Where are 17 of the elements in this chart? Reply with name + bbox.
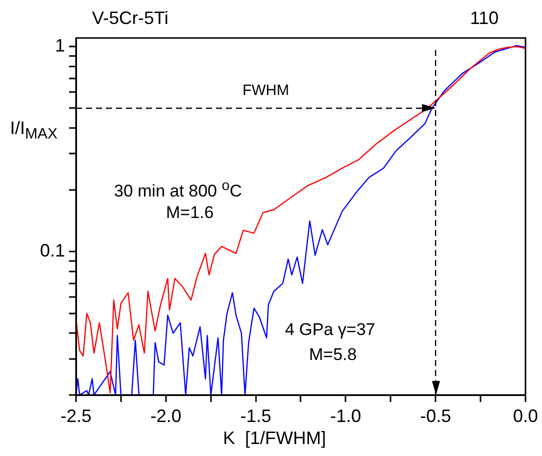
annotation: 4 GPa γ=37: [285, 320, 376, 340]
y-axis-title: I/I$_{MAX}$: [10, 118, 58, 143]
y-tick-label: 1: [54, 35, 65, 56]
x-tick-label: -2.0: [150, 406, 182, 426]
chart-title: V-5Cr-5Ti: [92, 8, 168, 29]
x-tick-label: -1.0: [330, 406, 362, 426]
ref-line-label: FWHM: [242, 82, 290, 99]
x-tick-label: 0.0: [512, 406, 538, 426]
annotation: M=1.6: [166, 203, 214, 223]
y-tick-label: 0.1: [40, 240, 65, 261]
x-tick-label: -1.5: [240, 406, 272, 426]
x-tick-label: -2.5: [60, 406, 92, 426]
x-tick-label: -0.5: [420, 406, 452, 426]
annotation: 30 min at 800 $^{o}$C: [114, 178, 242, 202]
text: 110: [470, 8, 499, 29]
annotation: M=5.8: [309, 345, 357, 365]
x-axis-title: K [1/FWHM]: [223, 428, 326, 449]
